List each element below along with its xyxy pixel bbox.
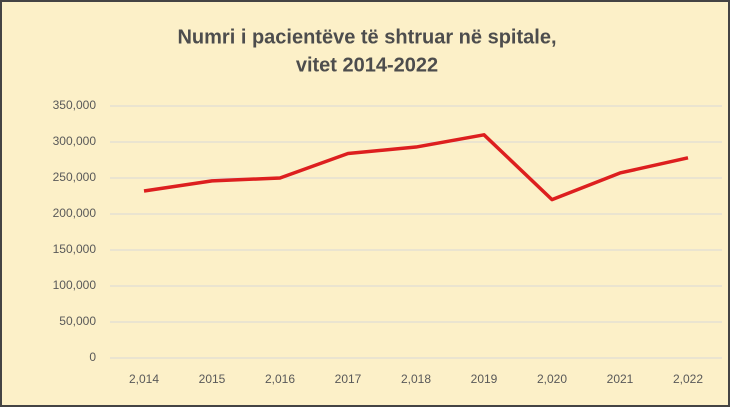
y-tick-label: 350,000 bbox=[53, 98, 97, 112]
y-tick-label: 100,000 bbox=[53, 278, 97, 292]
data-line bbox=[143, 133, 689, 202]
x-tick-label: 2,014 bbox=[129, 372, 159, 386]
x-tick-label: 2021 bbox=[607, 372, 634, 386]
x-tick-label: 2017 bbox=[335, 372, 362, 386]
x-tick-label: 2,018 bbox=[401, 372, 431, 386]
x-tick-label: 2,016 bbox=[265, 372, 295, 386]
y-tick-label: 250,000 bbox=[53, 170, 97, 184]
chart-title: Numri i pacientëve të shtruar në spitale… bbox=[177, 26, 556, 48]
y-tick-label: 300,000 bbox=[53, 134, 97, 148]
chart-title: vitet 2014-2022 bbox=[296, 54, 438, 76]
y-tick-label: 150,000 bbox=[53, 242, 97, 256]
x-tick-label: 2015 bbox=[199, 372, 226, 386]
y-tick-label: 0 bbox=[89, 350, 96, 364]
x-tick-label: 2019 bbox=[471, 372, 498, 386]
y-tick-label: 50,000 bbox=[59, 314, 96, 328]
y-tick-label: 200,000 bbox=[53, 206, 97, 220]
x-tick-label: 2,022 bbox=[673, 372, 703, 386]
x-tick-label: 2,020 bbox=[537, 372, 567, 386]
